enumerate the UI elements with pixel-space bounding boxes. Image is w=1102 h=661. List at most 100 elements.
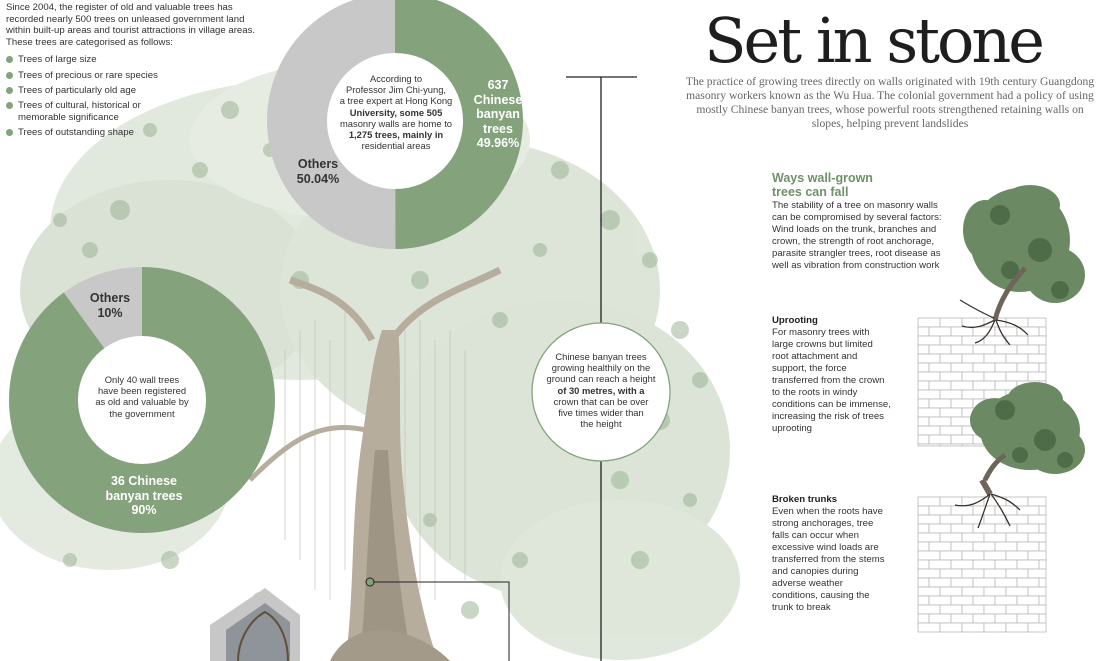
wall-brick bbox=[983, 550, 1007, 561]
wall-brick bbox=[939, 622, 963, 633]
wall-brick bbox=[972, 613, 996, 624]
wall-brick bbox=[972, 344, 996, 355]
wall-brick bbox=[917, 344, 930, 355]
wall-brick bbox=[1016, 505, 1040, 516]
deck-text: The practice of growing trees directly o… bbox=[685, 75, 1095, 130]
wall-brick bbox=[972, 380, 996, 391]
wall-brick bbox=[1016, 559, 1040, 570]
wall-brick bbox=[972, 362, 996, 373]
wall-brick bbox=[917, 335, 941, 346]
wall-brick bbox=[917, 362, 930, 373]
wall-brick bbox=[972, 595, 996, 606]
wall-brick bbox=[950, 398, 974, 409]
wall-brick bbox=[917, 595, 930, 606]
wall-brick bbox=[1027, 496, 1047, 507]
wall-brick bbox=[917, 622, 941, 633]
wall-brick bbox=[939, 317, 963, 328]
wall-brick bbox=[1027, 622, 1047, 633]
wall-brick bbox=[1027, 604, 1047, 615]
wall-brick bbox=[983, 335, 1007, 346]
wall-brick bbox=[983, 514, 1007, 525]
intro-text: Since 2004, the register of old and valu… bbox=[6, 2, 256, 48]
wall-brick bbox=[994, 541, 1018, 552]
wall-brick bbox=[917, 496, 941, 507]
wall-brick bbox=[1038, 344, 1047, 355]
wall-brick bbox=[994, 595, 1018, 606]
wall-brick bbox=[983, 353, 1007, 364]
bullet-dot-icon bbox=[6, 101, 13, 109]
callout-pointer bbox=[370, 581, 510, 661]
wall-brick bbox=[972, 523, 996, 534]
wall-brick bbox=[1016, 613, 1040, 624]
wall-brick bbox=[1027, 550, 1047, 561]
bullet-dot-icon bbox=[6, 71, 13, 79]
wall-brick bbox=[1016, 577, 1040, 588]
wall-brick bbox=[917, 407, 941, 418]
wall-brick bbox=[939, 425, 963, 436]
wall-brick bbox=[1027, 371, 1047, 382]
wall-brick bbox=[1027, 532, 1047, 543]
wall-brick bbox=[939, 496, 963, 507]
wall-brick bbox=[1016, 344, 1040, 355]
wall-brick bbox=[928, 380, 952, 391]
wall-brick bbox=[928, 559, 952, 570]
wall-brick bbox=[1027, 335, 1047, 346]
wall-brick bbox=[939, 353, 963, 364]
wall-brick bbox=[928, 416, 952, 427]
wall-brick bbox=[917, 389, 941, 400]
callout-dot bbox=[365, 577, 375, 587]
wall-brick bbox=[1005, 550, 1029, 561]
bullet-dot-icon bbox=[6, 86, 13, 94]
wall-brick bbox=[939, 586, 963, 597]
wall-brick bbox=[1005, 586, 1029, 597]
wall-brick bbox=[1005, 514, 1029, 525]
wall-brick bbox=[950, 434, 974, 445]
wall-brick bbox=[928, 362, 952, 373]
wall-brick bbox=[1005, 568, 1029, 579]
wall-brick bbox=[983, 622, 1007, 633]
wall-brick bbox=[939, 371, 963, 382]
wall-brick bbox=[950, 523, 974, 534]
donut-left-banyan-label: 36 Chinese banyan trees 90% bbox=[105, 474, 183, 517]
wall-brick bbox=[994, 577, 1018, 588]
broken-trunks-section: Broken trunks Even when the roots have s… bbox=[772, 494, 902, 614]
wall-brick bbox=[950, 505, 974, 516]
wall-brick bbox=[983, 586, 1007, 597]
wall-brick bbox=[983, 371, 1007, 382]
wall-brick bbox=[1027, 353, 1047, 364]
ways-intro-text: The stability of a tree on masonry walls… bbox=[772, 200, 942, 271]
wall-brick bbox=[1005, 353, 1029, 364]
wall-brick bbox=[917, 550, 941, 561]
category-item: Trees of precious or rare species bbox=[6, 70, 256, 82]
wall-brick bbox=[1038, 595, 1047, 606]
bullet-dot-icon bbox=[6, 56, 13, 64]
wall-brick bbox=[939, 443, 963, 447]
wall-brick bbox=[1038, 523, 1047, 534]
broken-trunk-tree-illustration bbox=[954, 382, 1085, 529]
wall-brick bbox=[961, 389, 985, 400]
donut-left-center-text: Only 40 wall trees have been registered … bbox=[95, 374, 189, 419]
ways-heading: Ways wall-grown trees can fall bbox=[772, 171, 873, 199]
wall-brick bbox=[928, 523, 952, 534]
wall-brick bbox=[939, 532, 963, 543]
uprooting-text: For masonry trees with large crowns but … bbox=[772, 327, 891, 434]
wall-brick bbox=[917, 425, 941, 436]
donut-top-banyan-label: 637 Chinese banyan trees 49.96% bbox=[473, 78, 523, 150]
wall-brick bbox=[1016, 362, 1040, 373]
wall-brick bbox=[950, 344, 974, 355]
wall-brick bbox=[983, 568, 1007, 579]
wall-brick bbox=[961, 550, 985, 561]
donut-chart-registered-trees bbox=[9, 267, 275, 533]
wall-brick bbox=[950, 416, 974, 427]
wall-brick bbox=[994, 505, 1018, 516]
wall-brick bbox=[972, 541, 996, 552]
wall-brick bbox=[1016, 595, 1040, 606]
uprooting-tree-illustration bbox=[959, 185, 1085, 346]
wall-brick bbox=[1005, 604, 1029, 615]
wall-brick bbox=[950, 613, 974, 624]
wall-brick bbox=[939, 550, 963, 561]
wall-brick bbox=[917, 505, 930, 516]
wall-brick bbox=[950, 541, 974, 552]
wall-brick bbox=[917, 586, 941, 597]
brick-wall-broken-trunks bbox=[917, 496, 1047, 633]
